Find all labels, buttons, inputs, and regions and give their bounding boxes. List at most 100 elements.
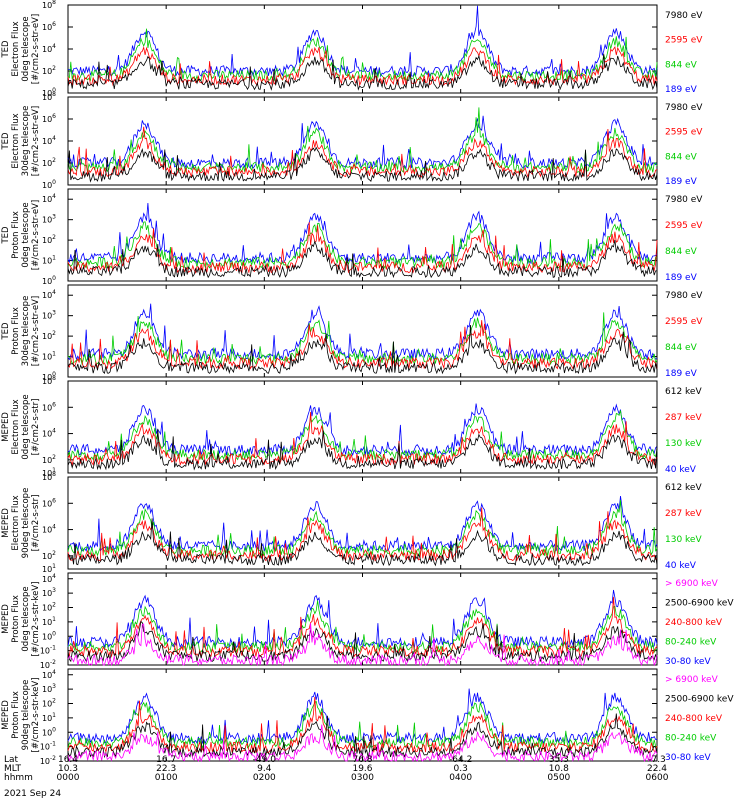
- y-tick-label: 102: [42, 698, 56, 709]
- y-axis-label: Proton Flux: [11, 307, 21, 355]
- y-axis-label: TED: [1, 132, 11, 151]
- y-axis-label: Electron Flux: [11, 21, 21, 76]
- series-trace: [67, 107, 658, 175]
- legend-entry: 844 eV: [665, 60, 698, 70]
- legend-entry: 189 eV: [665, 369, 698, 379]
- footer-value: 22.3: [156, 764, 176, 774]
- series-trace: [67, 222, 658, 274]
- legend-entry: 40 keV: [665, 561, 697, 571]
- y-axis-label: [#/cm2-s-str-eV]: [31, 200, 41, 270]
- y-tick-label: 101: [42, 255, 56, 266]
- legend-entry: 189 eV: [665, 273, 698, 283]
- y-tick-label: 102: [42, 602, 56, 613]
- y-tick-label: 101: [42, 467, 56, 478]
- y-axis-label: Proton Flux: [11, 211, 21, 259]
- y-tick-label: 100: [42, 87, 56, 98]
- panel-8: 10-2 10-1 100 101 102 103 104 MEPED Proton Flux 9…: [1, 668, 734, 766]
- y-axis-label: Electron Flux: [11, 113, 21, 168]
- y-axis-label: [#/cm2-s-str-eV]: [31, 296, 41, 366]
- panel-frame: [67, 476, 658, 570]
- y-tick-label: 104: [42, 43, 56, 54]
- y-axis-label: Proton Flux: [11, 595, 21, 643]
- y-axis-label: 0deg telescope: [21, 394, 31, 459]
- legend-entry: > 6900 keV: [665, 675, 719, 685]
- y-axis-label: 90deg telescope: [21, 488, 31, 559]
- legend-entry: 2500-6900 keV: [665, 695, 734, 705]
- y-axis-label: MEPED: [1, 412, 11, 442]
- panel-4: 100 101 102 103 104 TED Proton Flux 30deg teles…: [1, 284, 703, 382]
- series-trace: [67, 126, 658, 179]
- footer-row-label: hhmm: [4, 773, 33, 783]
- footer-value: -64.2: [449, 755, 472, 765]
- y-tick-label: 101: [42, 616, 56, 627]
- footer-value: 19.6: [352, 764, 372, 774]
- y-axis-label: [#/cm2-s-str-eV]: [31, 106, 41, 176]
- legend-entry: 189 eV: [665, 177, 698, 187]
- y-axis-label: TED: [1, 226, 11, 245]
- y-tick-label: 103: [42, 214, 56, 225]
- y-tick-label: 108: [42, 0, 56, 10]
- legend-entry: 30-80 keV: [665, 657, 711, 667]
- footer-value: 10.8: [549, 764, 569, 774]
- y-tick-label: 103: [42, 587, 56, 598]
- y-tick-label: 104: [42, 135, 56, 146]
- legend-entry: 80-240 keV: [665, 734, 717, 744]
- y-axis-label: TED: [1, 322, 11, 341]
- footer-value: 76.8: [352, 755, 372, 765]
- footer-value: 0000: [57, 773, 80, 783]
- series-trace: [67, 146, 658, 183]
- footer-value: 9.4: [257, 764, 272, 774]
- legend-entry: 40 keV: [665, 465, 697, 475]
- panel-frame: [67, 188, 658, 282]
- y-axis-label: 0deg telescope: [21, 586, 31, 651]
- legend-entry: 189 eV: [665, 85, 698, 95]
- y-tick-label: 10-2: [40, 755, 56, 766]
- legend-entry: 287 keV: [665, 509, 702, 519]
- y-tick-label: 102: [42, 454, 56, 465]
- legend-entry: 2595 eV: [665, 128, 703, 138]
- series-trace: [67, 202, 658, 265]
- legend-entry: 80-240 keV: [665, 638, 717, 648]
- series-trace: [67, 500, 658, 558]
- footer-value: -49.0: [253, 755, 277, 765]
- y-tick-label: 10-2: [40, 659, 56, 670]
- legend-entry: 612 keV: [665, 387, 702, 397]
- series-trace: [67, 724, 658, 763]
- legend-entry: 7980 eV: [665, 291, 703, 301]
- y-tick-label: 102: [42, 157, 56, 168]
- legend-entry: 612 keV: [665, 483, 702, 493]
- series-trace: [67, 45, 658, 87]
- y-tick-label: 104: [42, 669, 56, 680]
- y-tick-label: 108: [42, 375, 56, 386]
- y-tick-label: 100: [42, 275, 56, 286]
- y-axis-label: MEPED: [1, 604, 11, 634]
- series-trace: [67, 589, 658, 649]
- y-tick-label: 100: [42, 371, 56, 382]
- date-label: 2021 Sep 24: [4, 789, 61, 799]
- y-axis-label: Electron Flux: [11, 495, 21, 550]
- panel-frame: [67, 284, 658, 378]
- series-trace: [67, 696, 658, 754]
- y-axis-label: [#/cm2-s-str-eV]: [31, 14, 41, 84]
- y-axis-label: TED: [1, 40, 11, 59]
- y-tick-label: 101: [42, 712, 56, 723]
- series-trace: [67, 221, 658, 270]
- series-trace: [67, 428, 658, 471]
- y-tick-label: 108: [42, 471, 56, 482]
- panel-5: 101 102 104 106 108 MEPED Electron Flux 0deg te…: [1, 375, 702, 478]
- legend-entry: 130 keV: [665, 535, 702, 545]
- y-axis-label: [#/cm2-s-str-keV]: [31, 582, 41, 657]
- footer-value: 0600: [646, 773, 669, 783]
- series-trace: [67, 411, 658, 467]
- legend-entry: 844 eV: [665, 343, 698, 353]
- footer-value: -7.3: [648, 755, 666, 765]
- y-tick-label: 103: [42, 310, 56, 321]
- y-tick-label: 100: [42, 630, 56, 641]
- y-tick-label: 102: [42, 65, 56, 76]
- legend-entry: 2595 eV: [665, 317, 703, 327]
- series-trace: [67, 700, 658, 750]
- panel-7: 10-2 10-1 100 101 102 103 104 MEPED Proton Flux 0…: [1, 572, 734, 670]
- legend-entry: 287 keV: [665, 413, 702, 423]
- legend-entry: 7980 eV: [665, 11, 703, 21]
